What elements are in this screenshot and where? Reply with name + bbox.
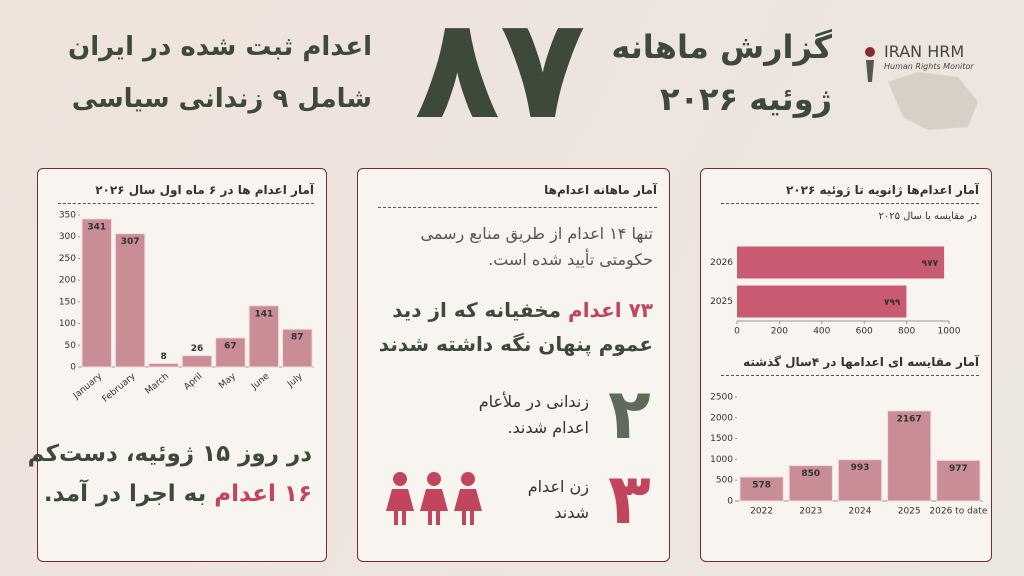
x-tick-label: May xyxy=(217,371,238,391)
value-label: 993 xyxy=(851,463,870,473)
bar xyxy=(739,476,784,502)
x-tick-label: 2023 xyxy=(799,507,822,517)
panel-title: آمار مقایسه ای اعدامها در ۴سال گذشته xyxy=(743,355,979,369)
y-tick-label: 1500 xyxy=(710,434,733,444)
bar xyxy=(737,285,907,318)
paragraph: تنها ۱۴ اعدام از طریق منابع رسمی حکومتی … xyxy=(420,224,653,269)
x-tick-label: 400 xyxy=(813,327,830,336)
value-label: 850 xyxy=(801,469,820,479)
panel-subtitle: در مقایسه با سال ۲۰۲۵ xyxy=(878,211,977,222)
panel-title: آمار اعدام‌ها ژانویه تا ژوئیه ۲۰۲۶ xyxy=(785,183,979,197)
x-tick-label: 2025 xyxy=(898,507,921,517)
x-tick-label: March xyxy=(144,372,171,397)
value-label: 578 xyxy=(752,480,771,490)
bar xyxy=(148,363,179,368)
value-label: 977 xyxy=(949,464,968,474)
value-label: 26 xyxy=(191,344,204,354)
logo: IRAN HRM Human Rights Monitor xyxy=(848,22,998,132)
value-label: 87 xyxy=(291,333,304,343)
y-tick-label: 100 xyxy=(59,319,76,329)
value-label: 2167 xyxy=(897,414,922,424)
panel-title: آمار اعدام ها در ۶ ماه اول سال ۲۰۲۶ xyxy=(95,183,314,197)
bar xyxy=(837,459,883,502)
bar xyxy=(215,337,246,368)
chart: 050100150200250300350341January307Februa… xyxy=(59,211,314,405)
y-tick-label: 0 xyxy=(727,497,733,507)
panel-title: آمار ماهانه اعدام‌ها xyxy=(544,183,657,197)
bar xyxy=(81,218,112,368)
x-tick-label: February xyxy=(101,371,138,405)
y-tick-label: 1000 xyxy=(710,455,733,465)
bar xyxy=(887,410,932,502)
value-label: ۹۷۷ xyxy=(922,259,939,269)
bar xyxy=(114,233,146,368)
highlight: ۷۳ اعدام xyxy=(568,298,653,322)
x-tick-label: 1000 xyxy=(938,327,961,336)
y-tick-label: 2000 xyxy=(710,413,733,423)
value-label: 141 xyxy=(254,309,273,319)
value-label: ۷۹۹ xyxy=(884,298,901,308)
note-text: به اجرا در آمد. xyxy=(43,481,207,507)
y-tick-label: 2025 xyxy=(710,297,733,307)
note-highlight: ۱۶ اعدام xyxy=(214,481,312,507)
y-tick-label: 0 xyxy=(70,363,76,373)
highlight-paragraph: ۷۳ اعدام مخفیانه که از دید عموم پنهان نگ… xyxy=(372,293,653,361)
y-tick-label: 500 xyxy=(716,476,733,486)
x-tick-label: 200 xyxy=(771,327,788,336)
value-label: 8 xyxy=(160,352,166,362)
bar xyxy=(737,246,945,279)
value-label: 307 xyxy=(121,237,140,247)
report-title: گزارش ماهانه xyxy=(611,28,832,66)
big-number: ۸۷ xyxy=(414,0,586,151)
x-tick-label: 2022 xyxy=(750,507,773,517)
stat-text: زن اعدام شدند xyxy=(527,477,589,522)
headline: شامل ۹ زندانی سیاسی xyxy=(71,84,372,114)
bar xyxy=(248,305,280,368)
stat-number: ۲ xyxy=(608,373,651,455)
y-tick-label: 200 xyxy=(59,276,76,286)
stat-number: ۳ xyxy=(608,458,651,540)
bar xyxy=(282,328,313,368)
logo-subtext: Human Rights Monitor xyxy=(884,62,974,71)
y-tick-label: 2500 xyxy=(710,393,733,403)
value-label: 67 xyxy=(224,341,237,351)
chart: 0 200 400 600 800 1000 ۹۷۷ 2026 ۷۹۹ 2025 xyxy=(710,246,961,336)
logo-text: IRAN HRM xyxy=(884,42,965,61)
note: در روز ۱۵ ژوئیه، دست‌کم xyxy=(27,441,312,467)
x-tick-label: June xyxy=(249,371,272,392)
x-tick-label: 0 xyxy=(734,327,740,336)
logo-graphic xyxy=(865,47,978,130)
panel: آمار اعدام ها در ۶ ماه اول سال ۲۰۲۶ 0 50 1… xyxy=(28,168,327,562)
value-label: 341 xyxy=(87,222,106,232)
x-tick-label: 2024 xyxy=(849,507,872,517)
y-tick-label: 2026 xyxy=(710,258,733,268)
bar xyxy=(181,355,213,368)
panel: آمار اعدام‌ها ژانویه تا ژوئیه ۲۰۲۶ در مق… xyxy=(700,168,992,562)
stat-text: زندانی در ملأعام اعدام شدند. xyxy=(478,392,589,437)
x-tick-label: 600 xyxy=(856,327,873,336)
bar xyxy=(936,459,981,502)
y-tick-label: 50 xyxy=(65,341,77,351)
y-tick-label: 350 xyxy=(59,211,76,221)
x-tick-label: 800 xyxy=(898,327,915,336)
x-tick-label: July xyxy=(285,371,305,390)
chart: 0 500 1000 1500 2000 2500 578 2022 850 2023 993 202… xyxy=(710,393,988,517)
y-tick-label: 300 xyxy=(59,232,76,242)
x-tick-label: 2026 to date xyxy=(929,507,987,517)
bar xyxy=(788,465,833,502)
note: ۱۶ اعدام به اجرا در آمد. xyxy=(44,481,312,507)
y-tick-label: 150 xyxy=(59,297,76,307)
women-icons xyxy=(386,472,482,525)
report-month: ژوئیه ۲۰۲۶ xyxy=(659,80,832,118)
panel: آمار ماهانه اعدام‌ها تنها ۱۴ اعدام از طر… xyxy=(357,168,670,562)
x-tick-label: April xyxy=(182,372,204,393)
headline: اعدام ثبت شده در ایران xyxy=(68,32,372,62)
y-tick-label: 250 xyxy=(59,254,76,264)
highlight-text: مخفیانه که از دید عموم پنهان نگه داشته ش… xyxy=(378,298,653,356)
